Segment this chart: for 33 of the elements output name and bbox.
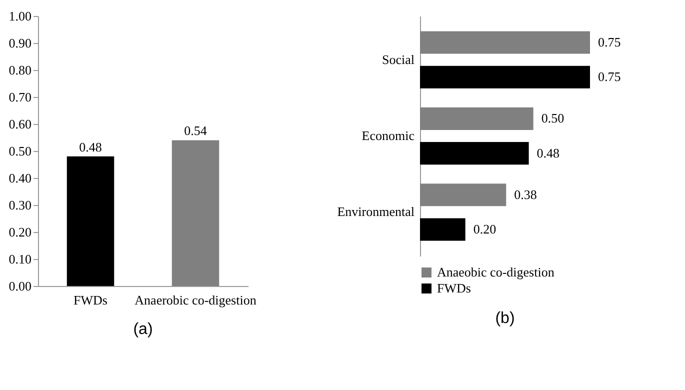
data-label: 0.54 bbox=[184, 123, 208, 138]
bar bbox=[420, 107, 534, 130]
text: (a) bbox=[133, 321, 153, 338]
x-tick-label: Anaerobic co-digestion bbox=[134, 292, 257, 308]
y-tick-label: 1.00 bbox=[8, 8, 32, 24]
y-tick-label: 0.80 bbox=[8, 62, 32, 78]
y-tick-label: 0.20 bbox=[8, 224, 32, 240]
data-label: 0.48 bbox=[79, 139, 102, 154]
data-label: 0.75 bbox=[598, 69, 621, 84]
bar bbox=[420, 31, 590, 54]
data-label: 0.50 bbox=[541, 110, 564, 126]
bar bbox=[420, 66, 590, 88]
y-tick-label: 0.30 bbox=[8, 198, 32, 212]
y-tick-label: Social bbox=[382, 52, 415, 67]
bar bbox=[420, 142, 529, 165]
y-tick-label: 0.10 bbox=[8, 252, 32, 266]
y-tick-label: 0.70 bbox=[8, 90, 32, 104]
y-tick-label: 0.60 bbox=[8, 116, 32, 132]
y-tick-label: 0.40 bbox=[8, 170, 32, 186]
bar bbox=[420, 218, 466, 241]
y-tick-label: Environmental bbox=[337, 204, 415, 220]
bar bbox=[420, 184, 506, 206]
data-label: 0.75 bbox=[598, 34, 621, 50]
data-label: 0.48 bbox=[536, 145, 560, 160]
data-label: 0.20 bbox=[473, 222, 496, 237]
text: (b) bbox=[495, 310, 515, 327]
y-tick-label: 0.00 bbox=[8, 278, 32, 294]
y-tick-label: 0.50 bbox=[8, 144, 32, 158]
y-tick-label: 0.90 bbox=[8, 36, 32, 50]
legend-label: FWDs bbox=[437, 280, 471, 296]
legend-label: Anaeobic co-digestion bbox=[437, 264, 555, 280]
data-label: 0.38 bbox=[514, 186, 537, 202]
y-tick-label: Economic bbox=[362, 128, 415, 143]
